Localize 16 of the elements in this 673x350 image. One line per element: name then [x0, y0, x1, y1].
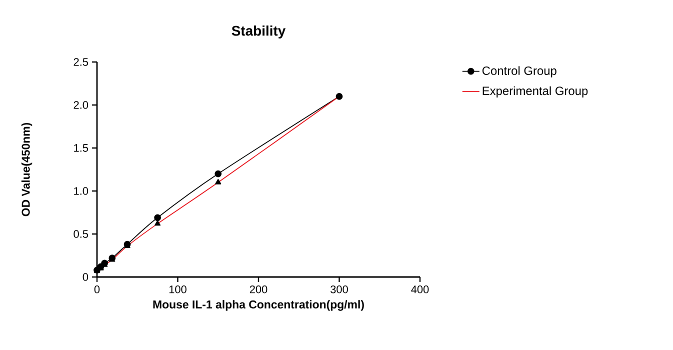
legend-label: Control Group: [482, 66, 556, 78]
x-tick-label: 200: [250, 286, 268, 294]
legend-label: Experimental Group: [482, 86, 588, 98]
x-tick-label: 100: [169, 286, 186, 294]
y-tick-label: 0.5: [74, 230, 88, 238]
y-axis-title: OD Value(450nm): [21, 122, 32, 216]
x-axis-title: Mouse IL-1 alpha Concentration(pg/ml): [153, 300, 364, 311]
x-tick-label: 400: [411, 286, 429, 294]
x-tick-label: 300: [330, 286, 348, 294]
y-tick-label: 1.0: [74, 187, 88, 195]
y-tick-label: 2.0: [74, 101, 88, 109]
y-tick-label: 2.5: [74, 58, 88, 66]
y-tick-label: 0: [82, 273, 88, 281]
y-tick-label: 1.5: [74, 144, 88, 152]
chart-title: Stability: [232, 25, 286, 38]
x-tick-label: 0: [94, 286, 100, 294]
